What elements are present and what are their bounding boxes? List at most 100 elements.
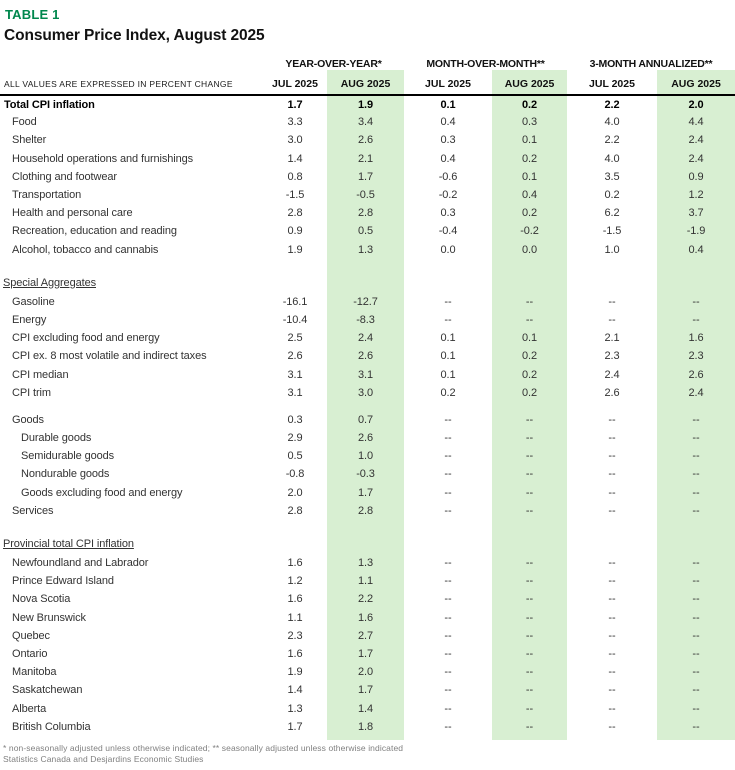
section-header-label: Special Aggregates <box>3 276 96 289</box>
table-cell: 2.6 <box>657 365 735 384</box>
row-label: Manitoba <box>12 666 57 679</box>
section-header: Special Aggregates <box>0 269 263 293</box>
table-cell: 0.3 <box>287 413 303 426</box>
spacer-cell <box>657 735 735 740</box>
table-cell: 0.1 <box>440 98 456 111</box>
table-cell: 2.8 <box>287 504 303 517</box>
table-cell: 0.3 <box>440 207 456 220</box>
table-cell: 2.4 <box>604 368 620 381</box>
spacer-cell <box>567 736 657 740</box>
table-cell: -- <box>657 447 735 466</box>
table-cell: 1.8 <box>327 717 404 736</box>
table-cell: 2.4 <box>657 149 735 168</box>
table-cell: 0.4 <box>440 152 456 165</box>
table-cell: -- <box>444 720 452 733</box>
row-label: Saskatchewan <box>12 684 83 697</box>
spacer-cell <box>492 519 567 530</box>
table-cell: 1.7 <box>287 720 303 733</box>
spacer-cell <box>492 268 567 293</box>
table-cell: 3.4 <box>327 113 404 132</box>
table-cell: -- <box>608 593 616 606</box>
table-cell: 3.1 <box>287 386 303 399</box>
table-cell: 2.1 <box>327 149 404 168</box>
row-label: Alberta <box>12 702 47 715</box>
table-cell: 0.3 <box>440 134 456 147</box>
row-label: Gasoline <box>12 295 55 308</box>
table-cell: 1.3 <box>327 240 404 259</box>
table-cell: -- <box>492 447 567 466</box>
row-label: Quebec <box>12 629 50 642</box>
row-label: Goods excluding food and energy <box>21 486 183 499</box>
table-cell: 1.2 <box>287 575 303 588</box>
row-label: CPI ex. 8 most volatile and indirect tax… <box>12 350 207 363</box>
table-cell: 0.2 <box>492 347 567 366</box>
spacer-cell <box>404 520 492 530</box>
section-header: Provincial total CPI inflation <box>0 530 263 554</box>
row-label: Total CPI inflation <box>4 98 95 111</box>
table-cell: -- <box>444 684 452 697</box>
table-cell: 4.0 <box>604 116 620 129</box>
table-cell: 1.1 <box>327 572 404 591</box>
table-cell: 0.9 <box>657 167 735 186</box>
spacer-row <box>0 401 735 411</box>
spacer-cell <box>263 736 327 740</box>
table-cell: -8.3 <box>327 310 404 330</box>
table-cell: 1.0 <box>327 447 404 466</box>
table-cell: -- <box>492 608 567 627</box>
table-cell: 1.1 <box>287 611 303 624</box>
spacer-cell <box>567 530 657 554</box>
header-spacer <box>0 53 263 70</box>
spacer-cell <box>0 736 263 740</box>
table-cell: -- <box>608 684 616 697</box>
table-cell: 1.9 <box>327 95 404 114</box>
table-cell: 4.0 <box>604 152 620 165</box>
table-cell: 0.4 <box>492 185 567 205</box>
spacer-cell <box>567 520 657 530</box>
table-row: Alcohol, tobacco and cannabis 1.9 1.3 0.0 0.… <box>0 240 735 259</box>
table-cell: 2.3 <box>604 350 620 363</box>
table-cell: -1.9 <box>657 222 735 241</box>
table-cell: 1.6 <box>327 608 404 627</box>
table-row: Semidurable goods 0.5 1.0 -- -- -- -- <box>0 447 735 466</box>
spacer-cell <box>327 401 404 411</box>
spacer-cell <box>492 529 567 554</box>
table-cell: -- <box>444 413 452 426</box>
table-cell: -- <box>444 295 452 308</box>
spacer-cell <box>567 402 657 411</box>
table-cell: 0.2 <box>492 365 567 384</box>
table-cell: 1.6 <box>287 557 303 570</box>
table-cell: 6.2 <box>604 207 620 220</box>
spacer-cell <box>263 402 327 411</box>
table-cell: -- <box>444 450 452 463</box>
table-cell: 2.6 <box>327 347 404 366</box>
table-cell: -- <box>492 483 567 502</box>
table-row: Nondurable goods -0.8 -0.3 -- -- -- -- <box>0 465 735 484</box>
table-row: Nova Scotia 1.6 2.2 -- -- -- -- <box>0 590 735 609</box>
table-cell: -12.7 <box>327 292 404 311</box>
table-row: CPI trim 3.1 3.0 0.2 0.2 2.6 2.4 <box>0 383 735 402</box>
row-label: Nondurable goods <box>21 468 110 481</box>
cpi-table-body: Total CPI inflation 1.7 1.9 0.1 0.2 2.2 2.0 Foo… <box>0 95 735 740</box>
table-cell: 0.1 <box>440 332 456 345</box>
table-cell: -- <box>492 644 567 664</box>
table-cell: -0.3 <box>327 465 404 484</box>
table-cell: 1.7 <box>327 483 404 502</box>
spacer-cell <box>404 736 492 740</box>
table-cell: 2.8 <box>327 204 404 223</box>
spacer-cell <box>0 402 263 411</box>
table-cell: 2.0 <box>657 95 735 114</box>
table-cell: -- <box>444 468 452 481</box>
table-cell: -- <box>657 292 735 311</box>
table-cell: -- <box>444 611 452 624</box>
table-cell: 1.0 <box>604 243 620 256</box>
table-cell: 1.9 <box>287 666 303 679</box>
table-cell: -- <box>657 572 735 591</box>
table-cell: -- <box>444 666 452 679</box>
table-cell: 2.2 <box>327 590 404 609</box>
row-label: Nova Scotia <box>12 593 71 606</box>
table-cell: -- <box>492 663 567 682</box>
column-header-row: ALL VALUES ARE EXPRESSED IN PERCENT CHAN… <box>0 70 735 96</box>
table-cell: 0.5 <box>287 450 303 463</box>
table-row: Newfoundland and Labrador 1.6 1.3 -- -- -- -- <box>0 553 735 573</box>
table-cell: 3.1 <box>287 368 303 381</box>
